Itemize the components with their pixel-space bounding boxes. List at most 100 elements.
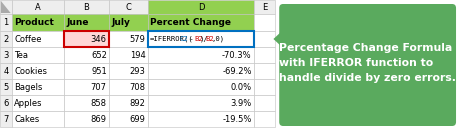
Bar	[254, 47, 275, 63]
Text: 652: 652	[91, 50, 107, 60]
Text: Cookies: Cookies	[14, 67, 47, 76]
Text: D: D	[198, 2, 204, 11]
Text: B2: B2	[206, 36, 215, 42]
Text: Percentage Change Formula
with IFERROR function to
handle divide by zero errors.: Percentage Change Formula with IFERROR f…	[279, 43, 456, 83]
Bar	[11, 63, 64, 79]
Bar	[11, 79, 64, 95]
Text: E: E	[262, 2, 267, 11]
Bar	[11, 47, 64, 63]
Bar	[64, 63, 109, 79]
Bar	[148, 63, 254, 79]
Text: -70.3%: -70.3%	[222, 50, 252, 60]
Bar	[109, 95, 148, 111]
Text: C: C	[126, 2, 131, 11]
Text: 951: 951	[91, 67, 107, 76]
Text: 7: 7	[3, 115, 9, 124]
Bar	[148, 14, 254, 31]
Bar	[254, 31, 275, 47]
Text: June: June	[66, 18, 89, 27]
Text: ,0): ,0)	[211, 36, 225, 42]
Bar	[254, 14, 275, 31]
Bar	[64, 31, 109, 47]
Text: C2: C2	[179, 36, 188, 42]
Text: 707: 707	[91, 83, 107, 92]
Bar	[11, 111, 64, 127]
Bar	[109, 47, 148, 63]
Bar	[148, 111, 254, 127]
Bar	[64, 31, 109, 47]
Bar	[11, 95, 64, 111]
Text: Bagels: Bagels	[14, 83, 42, 92]
Text: 4: 4	[3, 67, 9, 76]
Text: B2: B2	[194, 36, 203, 42]
Bar	[64, 0, 109, 14]
Text: =IFERROR((: =IFERROR((	[150, 36, 193, 42]
Text: -: -	[185, 36, 198, 42]
Bar	[64, 47, 109, 63]
Bar	[109, 14, 148, 31]
Text: 699: 699	[129, 115, 146, 124]
Text: 194: 194	[130, 50, 146, 60]
Text: -19.5%: -19.5%	[222, 115, 252, 124]
Bar	[0, 0, 11, 14]
Text: -69.2%: -69.2%	[222, 67, 252, 76]
Text: )/: )/	[200, 36, 209, 42]
Text: 346: 346	[91, 34, 107, 44]
Bar	[109, 111, 148, 127]
Polygon shape	[1, 1, 10, 13]
Bar	[254, 63, 275, 79]
Text: 708: 708	[129, 83, 146, 92]
Bar	[0, 63, 11, 79]
Bar	[109, 63, 148, 79]
Text: 858: 858	[91, 99, 107, 108]
Bar	[64, 79, 109, 95]
Bar	[109, 79, 148, 95]
Bar	[11, 14, 64, 31]
Text: Percent Change: Percent Change	[150, 18, 231, 27]
Text: Cakes: Cakes	[14, 115, 39, 124]
Text: 293: 293	[129, 67, 146, 76]
Bar	[109, 0, 148, 14]
Text: 0.0%: 0.0%	[230, 83, 252, 92]
Text: Product: Product	[14, 18, 54, 27]
Text: A: A	[35, 2, 41, 11]
Text: 5: 5	[3, 83, 9, 92]
Text: B: B	[83, 2, 90, 11]
Bar	[109, 31, 148, 47]
Bar	[64, 95, 109, 111]
Text: 6: 6	[3, 99, 9, 108]
Bar	[0, 111, 11, 127]
Bar	[148, 31, 254, 47]
Bar	[148, 31, 254, 47]
Bar	[64, 14, 109, 31]
FancyBboxPatch shape	[279, 4, 456, 126]
Bar	[64, 111, 109, 127]
Bar	[11, 31, 64, 47]
Polygon shape	[273, 30, 283, 48]
Bar	[0, 14, 11, 31]
Bar	[148, 47, 254, 63]
Text: 2: 2	[3, 34, 9, 44]
Bar	[0, 79, 11, 95]
Bar	[0, 47, 11, 63]
Bar	[254, 0, 275, 14]
Text: July: July	[111, 18, 130, 27]
Text: 3: 3	[3, 50, 9, 60]
Text: Tea: Tea	[14, 50, 28, 60]
Bar	[254, 111, 275, 127]
Text: 1: 1	[3, 18, 9, 27]
Text: 579: 579	[129, 34, 146, 44]
Bar	[11, 0, 64, 14]
Bar	[254, 79, 275, 95]
Bar	[148, 95, 254, 111]
Bar	[0, 31, 11, 47]
Text: 869: 869	[91, 115, 107, 124]
Bar	[148, 0, 254, 14]
Text: Coffee: Coffee	[14, 34, 42, 44]
Text: 3.9%: 3.9%	[230, 99, 252, 108]
Bar	[254, 95, 275, 111]
Bar	[0, 95, 11, 111]
Bar	[148, 79, 254, 95]
Text: 892: 892	[129, 99, 146, 108]
Text: Apples: Apples	[14, 99, 43, 108]
